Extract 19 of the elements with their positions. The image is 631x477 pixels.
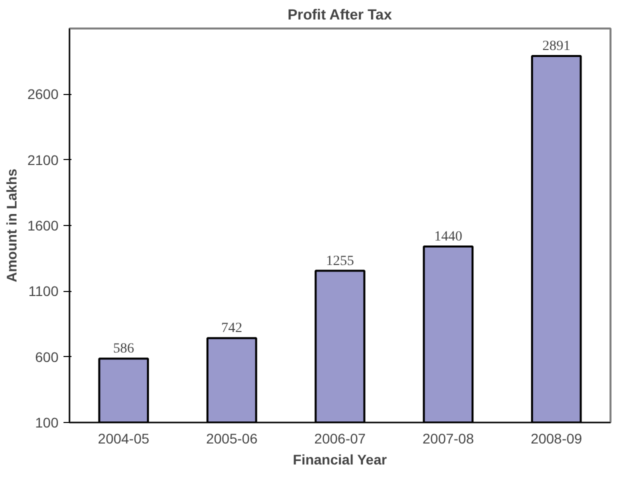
- x-tick-label: 2004-05: [98, 430, 150, 446]
- x-axis-title: Financial Year: [292, 452, 388, 468]
- x-tick-label: 2008-09: [530, 430, 582, 446]
- x-tick-label: 2005-06: [206, 430, 258, 446]
- chart-title: Profit After Tax: [288, 8, 393, 24]
- y-axis-title: Amount in Lakhs: [3, 168, 20, 282]
- x-tick-label: 2007-08: [422, 430, 474, 446]
- x-tick-label: 2006-07: [314, 430, 366, 446]
- data-label: 586: [113, 342, 134, 357]
- y-tick-label: 1100: [28, 283, 59, 300]
- data-label: 2891: [542, 38, 570, 54]
- y-tick-label: 100: [35, 414, 59, 430]
- data-label: 1440: [434, 230, 462, 245]
- y-tick-label: 600: [35, 348, 59, 365]
- y-tick-label: 2600: [27, 86, 59, 102]
- y-tick-label: 1600: [27, 218, 59, 234]
- data-label: 742: [221, 321, 242, 336]
- y-tick-label: 2100: [27, 152, 59, 168]
- data-label: 1255: [326, 254, 354, 269]
